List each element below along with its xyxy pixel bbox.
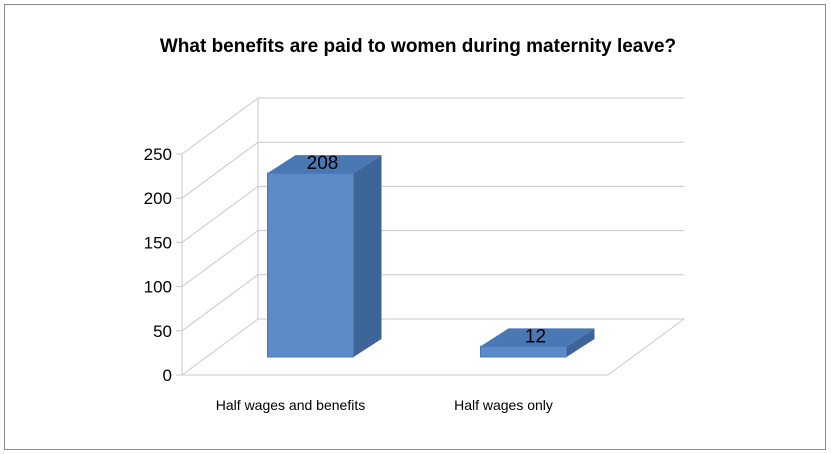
bar-top — [267, 155, 382, 174]
data-label: 12 — [525, 326, 546, 347]
gridline — [181, 274, 684, 332]
y-tick-label: 200 — [144, 189, 172, 208]
y-tick-label: 150 — [144, 233, 172, 252]
chart-frame — [4, 4, 826, 450]
category-label: Half wages only — [454, 397, 553, 413]
bar-side — [353, 155, 382, 357]
gridline — [181, 97, 684, 155]
bar-front — [480, 345, 567, 358]
category-labels: Half wages and benefits Half wages only — [216, 397, 553, 413]
gridline — [181, 185, 684, 243]
category-label: Half wages and benefits — [216, 397, 365, 413]
gridlines — [181, 97, 684, 376]
chart-title: What benefits are paid to women during m… — [160, 36, 676, 57]
y-tick-label: 100 — [144, 278, 172, 297]
bar — [267, 155, 382, 358]
floor-right-edge — [607, 318, 685, 376]
bar-side — [566, 328, 595, 357]
y-axis-ticks: 0 50 100 150 200 250 — [144, 145, 182, 385]
gridline — [181, 230, 684, 288]
bar — [480, 328, 595, 358]
bar-top — [480, 328, 595, 347]
gridline — [181, 141, 684, 199]
y-tick-label: 250 — [144, 145, 172, 164]
bar-front — [267, 172, 354, 358]
data-label: 208 — [307, 153, 339, 174]
data-labels: 208 12 — [307, 153, 546, 347]
chart-walls — [181, 98, 685, 376]
y-tick-label: 50 — [153, 322, 172, 341]
bars — [267, 155, 595, 358]
y-tick-label: 0 — [163, 366, 172, 385]
gridline — [181, 318, 684, 376]
